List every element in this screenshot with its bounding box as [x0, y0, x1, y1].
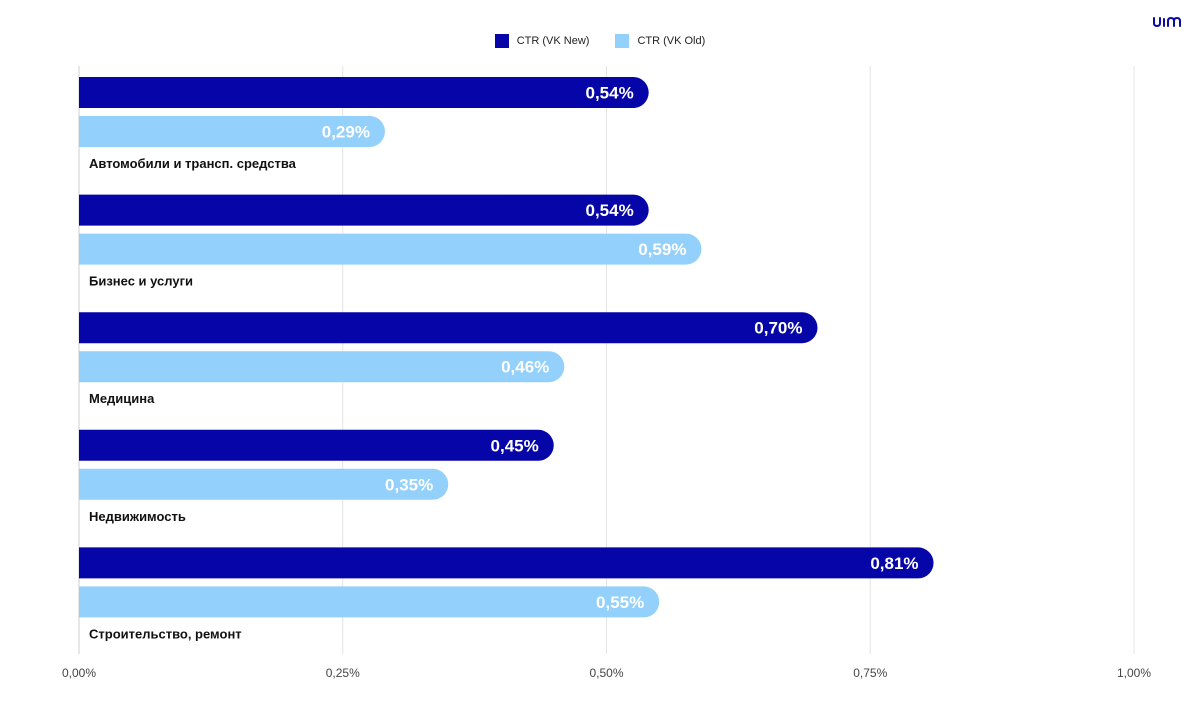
data-label: 0,29% [322, 123, 370, 142]
x-tick-label: 1,00% [1117, 666, 1151, 680]
bar-vk-old [79, 586, 660, 618]
bar-vk-old [79, 468, 449, 500]
bar-vk-new [79, 429, 554, 461]
data-label: 0,59% [638, 240, 686, 259]
legend-item-old: CTR (VK Old) [615, 34, 705, 48]
bar-vk-old [79, 116, 385, 147]
data-label: 0,54% [585, 201, 633, 220]
data-label: 0,46% [501, 358, 549, 377]
data-label: 0,55% [596, 593, 644, 612]
data-label: 0,81% [870, 554, 918, 573]
category-label: Автомобили и трансп. средства [89, 156, 297, 171]
bar-vk-old [79, 233, 702, 265]
category-label: Бизнес и услуги [89, 274, 193, 289]
legend-swatch-old [615, 34, 630, 48]
data-label: 0,45% [491, 436, 539, 455]
x-tick-label: 0,75% [853, 666, 887, 680]
bar-vk-new [79, 312, 818, 344]
uim-logo-icon [1153, 16, 1181, 28]
legend-swatch-new [494, 34, 509, 48]
data-label: 0,70% [754, 319, 802, 338]
category-label: Недвижимость [89, 509, 186, 524]
legend: CTR (VK New) CTR (VK Old) [0, 34, 1200, 48]
x-tick-label: 0,00% [62, 666, 96, 680]
legend-label-old: CTR (VK Old) [637, 35, 706, 47]
bar-vk-old [79, 351, 565, 383]
legend-label-new: CTR (VK New) [516, 35, 590, 47]
bar-vk-new [79, 77, 649, 108]
bar-vk-new [79, 194, 649, 226]
data-label: 0,35% [385, 475, 433, 494]
bar-vk-new [79, 547, 934, 579]
legend-item-new: CTR (VK New) [494, 34, 590, 48]
x-tick-label: 0,50% [589, 666, 623, 680]
x-tick-label: 0,25% [326, 666, 360, 680]
category-label: Строительство, ремонт [89, 626, 242, 641]
category-label: Медицина [89, 391, 155, 406]
data-label: 0,54% [585, 84, 633, 103]
